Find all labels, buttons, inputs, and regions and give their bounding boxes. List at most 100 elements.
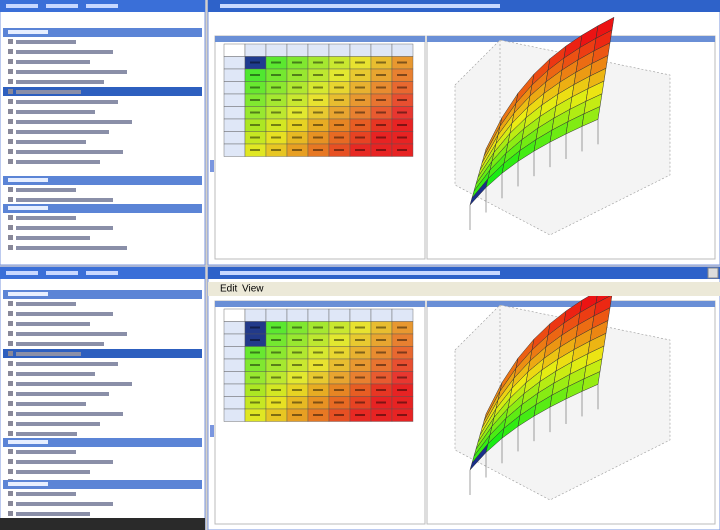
tree-text-placeholder (16, 80, 104, 84)
tree-text-placeholder (16, 502, 113, 506)
tree-icon (8, 129, 13, 134)
table-cell (370, 43, 393, 57)
cell-text-placeholder (271, 339, 281, 341)
cell-text-placeholder (376, 111, 386, 114)
cell-text-placeholder (313, 111, 323, 114)
tree-text-placeholder (16, 198, 113, 202)
cell-text-placeholder (250, 111, 260, 114)
cell-text-placeholder (376, 351, 386, 354)
cell-text-placeholder (397, 364, 407, 366)
cell-text-placeholder (292, 326, 302, 329)
cell-text-placeholder (292, 136, 302, 139)
cell-text-placeholder (313, 74, 323, 76)
cell-text-placeholder (355, 99, 365, 101)
table-cell (223, 118, 246, 132)
cell-text-placeholder (250, 136, 260, 139)
cell-text-placeholder (271, 111, 281, 114)
table-cell (223, 321, 246, 335)
cell-text-placeholder (376, 326, 386, 329)
cell-text-placeholder (376, 86, 386, 89)
title-text-placeholder (86, 271, 118, 275)
pane-header (215, 36, 425, 42)
table-cell (265, 43, 288, 57)
cell-text-placeholder (355, 401, 365, 404)
cell-text-placeholder (292, 364, 302, 366)
cell-text-placeholder (334, 124, 344, 126)
table-cell (349, 43, 372, 57)
table-cell (223, 106, 246, 120)
pane-header (427, 301, 715, 307)
table-cell (223, 308, 246, 322)
cell-text-placeholder (397, 99, 407, 101)
group-header (3, 28, 202, 37)
table-cell (223, 81, 246, 95)
table-cell (391, 308, 414, 322)
tree-icon (8, 109, 13, 114)
tree-icon (8, 341, 13, 346)
cell-text-placeholder (355, 364, 365, 366)
cell-text-placeholder (355, 149, 365, 151)
cell-text-placeholder (250, 389, 260, 391)
menu-item[interactable]: View (242, 284, 264, 295)
cell-text-placeholder (334, 136, 344, 139)
cell-text-placeholder (376, 389, 386, 391)
group-header-text (8, 292, 48, 296)
tree-text-placeholder (16, 352, 81, 356)
table-cell (370, 308, 393, 322)
tree-text-placeholder (16, 322, 90, 326)
tree-icon (8, 351, 13, 356)
cell-text-placeholder (271, 401, 281, 404)
table-cell (391, 143, 414, 157)
cell-text-placeholder (313, 86, 323, 89)
title-text-placeholder (6, 4, 38, 8)
cell-text-placeholder (397, 376, 407, 379)
cell-text-placeholder (292, 111, 302, 114)
cell-text-placeholder (292, 339, 302, 341)
tree-icon (8, 421, 13, 426)
tree-text-placeholder (16, 432, 77, 436)
cell-text-placeholder (313, 99, 323, 101)
cell-text-placeholder (313, 414, 323, 416)
cell-text-placeholder (313, 149, 323, 151)
group-header (3, 480, 202, 489)
cell-text-placeholder (271, 74, 281, 76)
menu-item[interactable]: Edit (220, 284, 237, 295)
tree-text-placeholder (16, 160, 100, 164)
cell-text-placeholder (376, 74, 386, 76)
cell-text-placeholder (313, 376, 323, 379)
cell-text-placeholder (376, 339, 386, 341)
group-header-text (8, 482, 48, 486)
cell-text-placeholder (334, 149, 344, 151)
table-cell (223, 346, 246, 360)
cell-text-placeholder (250, 149, 260, 151)
cell-text-placeholder (376, 414, 386, 416)
cell-text-placeholder (355, 61, 365, 64)
tree-text-placeholder (16, 332, 127, 336)
cell-text-placeholder (355, 414, 365, 416)
tree-text-placeholder (16, 130, 109, 134)
cell-text-placeholder (376, 364, 386, 366)
pane-header (427, 36, 715, 42)
cell-text-placeholder (313, 136, 323, 139)
panel (0, 266, 206, 530)
cell-text-placeholder (271, 149, 281, 151)
tree-icon (8, 459, 13, 464)
group-header (3, 176, 202, 185)
cell-text-placeholder (355, 124, 365, 126)
plot-box (454, 39, 671, 236)
tree-text-placeholder (16, 140, 86, 144)
cell-text-placeholder (271, 376, 281, 379)
cell-text-placeholder (355, 326, 365, 329)
tree-icon (8, 501, 13, 506)
group-header-text (8, 178, 48, 182)
table-cell (223, 333, 246, 347)
cell-text-placeholder (334, 364, 344, 366)
table-cell (286, 43, 309, 57)
title-text-placeholder (46, 4, 78, 8)
cell-text-placeholder (250, 74, 260, 76)
cell-text-placeholder (376, 376, 386, 379)
cell-text-placeholder (271, 351, 281, 354)
tree-text-placeholder (16, 188, 76, 192)
cell-text-placeholder (397, 326, 407, 329)
